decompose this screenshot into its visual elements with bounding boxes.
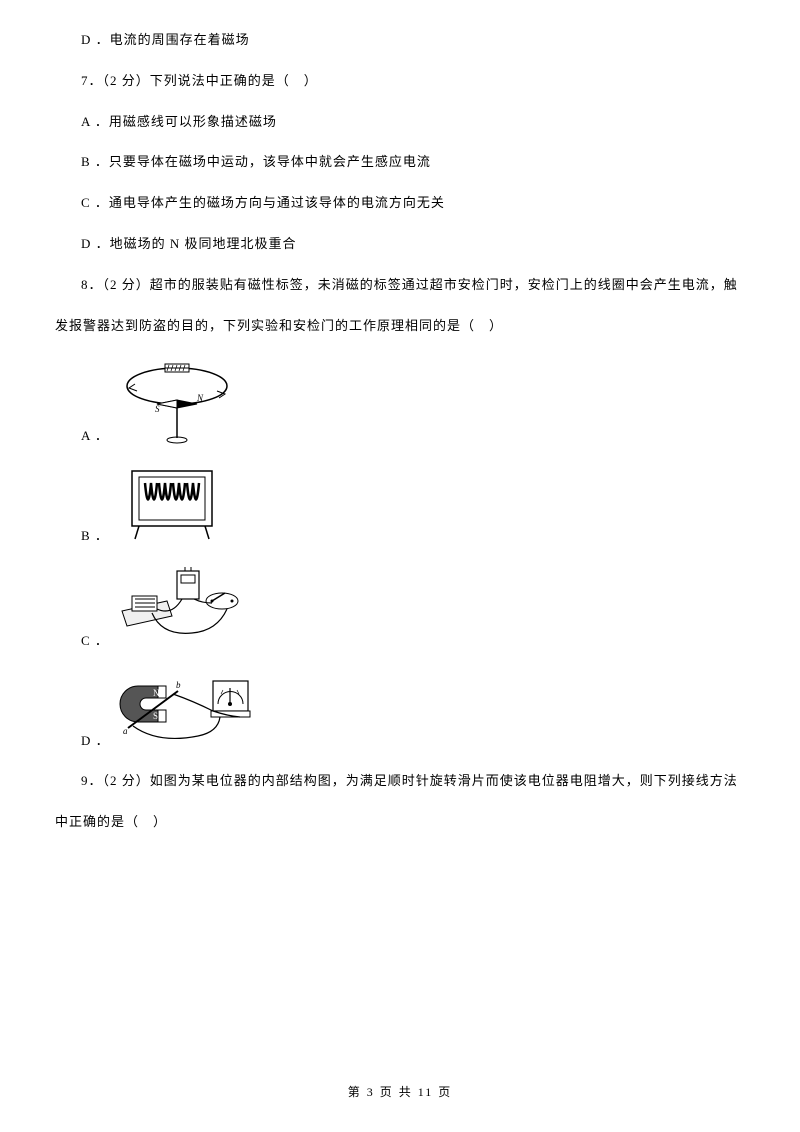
svg-text:a: a [123, 726, 128, 736]
svg-text:S: S [153, 711, 158, 721]
q8-option-d-row: D ． N S a b [55, 666, 745, 751]
q7-option-b: B ．只要导体在磁场中运动，该导体中就会产生感应电流 [55, 152, 745, 173]
q7-option-d: D ．地磁场的 N 极同地理北极重合 [55, 234, 745, 255]
q8-option-b-label: B ． [81, 526, 109, 547]
svg-text:N: N [153, 688, 160, 698]
q8-option-b-row: B ． [55, 461, 745, 546]
q8-option-d-image: N S a b [118, 666, 258, 751]
q8-option-c-label: C ． [81, 631, 109, 652]
document-page: D ．电流的周围存在着磁场 7．（2 分）下列说法中正确的是（ ） A ．用磁感… [0, 0, 800, 1132]
q7-option-a: A ．用磁感线可以形象描述磁场 [55, 112, 745, 133]
q7-option-c: C ．通电导体产生的磁场方向与通过该导体的电流方向无关 [55, 193, 745, 214]
q7-stem: 7．（2 分）下列说法中正确的是（ ） [55, 71, 745, 92]
q8-option-c-image [117, 561, 257, 651]
q8-option-a-row: A ． S N [55, 356, 745, 446]
q8-option-a-label: A ． [81, 426, 109, 447]
q8-stem-line1: 8．（2 分）超市的服装贴有磁性标签，未消磁的标签通过超市安检门时，安检门上的线… [55, 275, 745, 296]
q9-stem-line1: 9．（2 分）如图为某电位器的内部结构图，为满足顺时针旋转滑片而使该电位器电阻增… [55, 771, 745, 792]
q8-option-d-label: D ． [81, 731, 110, 752]
q8-stem-line2: 发报警器达到防盗的目的，下列实验和安检门的工作原理相同的是（ ） [55, 316, 745, 337]
q9-stem-line2: 中正确的是（ ） [55, 812, 745, 833]
svg-text:S: S [155, 404, 160, 414]
svg-text:b: b [176, 680, 181, 690]
page-footer: 第 3 页 共 11 页 [0, 1083, 800, 1102]
q8-option-b-image [117, 461, 227, 546]
q6-option-d: D ．电流的周围存在着磁场 [55, 30, 745, 51]
svg-text:N: N [196, 393, 204, 403]
q8-option-a-image: S N [117, 356, 237, 446]
q8-option-c-row: C ． [55, 561, 745, 651]
